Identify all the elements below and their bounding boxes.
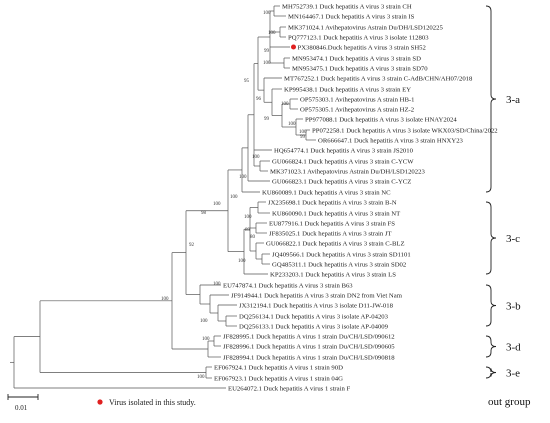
bootstrap-value: 100 <box>213 282 221 287</box>
bootstrap-value: 98 <box>201 211 207 216</box>
bootstrap-values: 1001001009910010010099999695100100100100… <box>161 11 307 380</box>
leaf-label: MH752739.1 Duck hepatitis A virus 3 stra… <box>282 3 412 10</box>
tree-branches <box>10 5 316 389</box>
leaf-label: JF828996.1 Duck hepatitis A virus 1 stra… <box>223 343 395 350</box>
clade-label: 3-d <box>506 342 521 354</box>
leaf-label: EF067923.1 Duck hepatitis A virus 1 stra… <box>214 375 343 382</box>
bootstrap-value: 100 <box>263 11 271 16</box>
clade-bracket <box>485 366 497 379</box>
bootstrap-value: 100 <box>200 319 208 324</box>
bootstrap-value: 99 <box>264 49 270 54</box>
clade-brackets: 3-a 3-c 3-b 3-d 3-e out group <box>485 5 531 408</box>
clade-bracket <box>485 201 497 275</box>
bootstrap-value: 100 <box>230 195 238 200</box>
bootstrap-value: 95 <box>244 79 250 84</box>
leaf-label: MK371024.1 Avihepatovirus Astrain Du/DH/… <box>288 24 443 31</box>
leaf-label: PQ777123.1 Duck hepatitis A virus 3 isol… <box>288 34 429 41</box>
leaf-label: KU860090.1 Duck hepatitis A virus 3 stra… <box>272 210 400 217</box>
bootstrap-value: 80 <box>250 235 256 240</box>
leaf-label: MK371023.1 Avihepatovirus Astrain Du/DH/… <box>270 168 425 175</box>
leaf-label: GQ485311.1 Duck hepatitis A virus 3 stra… <box>272 261 406 268</box>
bootstrap-value: 89 <box>245 228 251 233</box>
bootstrap-value: 100 <box>161 297 169 302</box>
leaf-label: DQ256133.1 Duck hepatitis A virus 3 isol… <box>239 323 389 330</box>
legend-marker-icon <box>97 399 103 405</box>
bootstrap-value: 100 <box>288 122 296 127</box>
leaf-label: GU066824.1 Duck hepatitis A virus 3 stra… <box>272 158 414 165</box>
bootstrap-value: 100 <box>239 175 247 180</box>
leaf-label: OP575305.1 Avihepatovirus A strain HZ-2 <box>300 106 414 113</box>
bootstrap-value: 100 <box>197 375 205 380</box>
bootstrap-value: 100 <box>281 102 289 107</box>
leaf-label: JX312194.1 Duck hepatitis A virus 3 isol… <box>239 302 394 309</box>
leaf-labels: MH752739.1 Duck hepatitis A virus 3 stra… <box>214 3 498 392</box>
bootstrap-value: 100 <box>202 337 210 342</box>
leaf-label: KP233203.1 Duck hepatitis A virus 3 stra… <box>270 271 396 278</box>
bootstrap-value: 92 <box>189 243 195 248</box>
clade-label: 3-a <box>506 94 520 106</box>
leaf-label: EF067924.1 Duck hepatitis A virus 1 stra… <box>214 364 343 371</box>
leaf-label: JX235698.1 Duck hepatitis A virus 3 stra… <box>268 199 397 206</box>
bootstrap-value: 96 <box>256 97 262 102</box>
leaf-label: JF828995.1 Duck hepatitis A virus 1 stra… <box>223 333 395 340</box>
bootstrap-value: 99 <box>264 117 270 122</box>
leaf-label: MN953475.1 Duck hepatitis A virus 3 stra… <box>292 65 428 72</box>
legend-text: Virus isolated in this study. <box>109 398 196 407</box>
leaf-label: KU860089.1 Duck hepatitis A virus 3 stra… <box>262 189 391 196</box>
clade-label: 3-c <box>506 233 520 245</box>
leaf-label: DQ256134.1 Duck hepatitis A virus 3 isol… <box>239 313 389 320</box>
clade-label: 3-b <box>506 301 521 313</box>
leaf-label: PP977088.1 Duck hepatitis A virus 3 isol… <box>305 116 457 123</box>
bootstrap-value: 100 <box>244 215 252 220</box>
bootstrap-value: 100 <box>238 259 246 264</box>
leaf-label: JF914944.1 Duck hepatitis A virus 3 stra… <box>231 292 403 299</box>
leaf-label: MN953474.1 Duck hepatitis A virus 3 stra… <box>292 55 421 62</box>
leaf-label: GU066823.1 Duck hepatitis A virus 3 stra… <box>272 178 411 185</box>
leaf-label: PX380846.Duck hepatitis A virus 3 strain… <box>298 44 426 51</box>
bootstrap-value: 99 <box>300 135 306 140</box>
bootstrap-value: 100 <box>299 130 307 135</box>
bootstrap-value: 100 <box>213 202 221 207</box>
bootstrap-value: 100 <box>252 155 260 160</box>
leaf-label: EU877916.1 Duck hepatitis A virus 3 stra… <box>269 220 395 227</box>
leaf-label: KP995438.1 Duck hepatitis A virus 3 stra… <box>284 86 411 93</box>
clade-bracket <box>485 284 497 327</box>
leaf-label: JF835025.1 Duck hepatitis A virus 3 stra… <box>269 230 392 237</box>
leaf-label: HQ654774.1 Duck hepatitis A virus 3 stra… <box>274 147 414 154</box>
leaf-label: MN164467.1 Duck hepatitis A virus 3 stra… <box>288 13 415 20</box>
leaf-label: JQ409566.1 Duck hepatitis A virus 3 stra… <box>272 251 411 258</box>
leaf-label: GU066822.1 Duck hepatitis A virus 3 stra… <box>266 240 405 247</box>
leaf-label: JF828994.1 Duck hepatitis A virus 1 stra… <box>223 354 395 361</box>
leaf-label: MT767252.1 Duck hepatitis A virus 3 stra… <box>284 75 473 82</box>
scale-label: 0.01 <box>15 404 28 412</box>
clade-bracket <box>485 5 497 193</box>
leaf-label: OP575303.1 Avihepatovirus A strain HB-1 <box>300 96 415 103</box>
clade-label: out group <box>488 396 531 408</box>
leaf-label: EU264072.1 Duck hepatitis A virus 1 stra… <box>228 385 351 392</box>
bootstrap-value: 100 <box>263 61 271 66</box>
leaf-label: EU747874.1 Duck hepatitis A virus 3 stra… <box>223 282 353 289</box>
leaf-label: OR666647.1 Duck hepatitis A virus 3 stra… <box>318 137 464 144</box>
study-isolate-marker-icon <box>291 44 296 50</box>
leaf-label: PP072258.1 Duck hepatitis A virus 3 isol… <box>312 127 498 134</box>
clade-bracket <box>485 335 497 358</box>
bootstrap-value: 100 <box>268 31 276 36</box>
clade-label: 3-e <box>506 368 520 380</box>
